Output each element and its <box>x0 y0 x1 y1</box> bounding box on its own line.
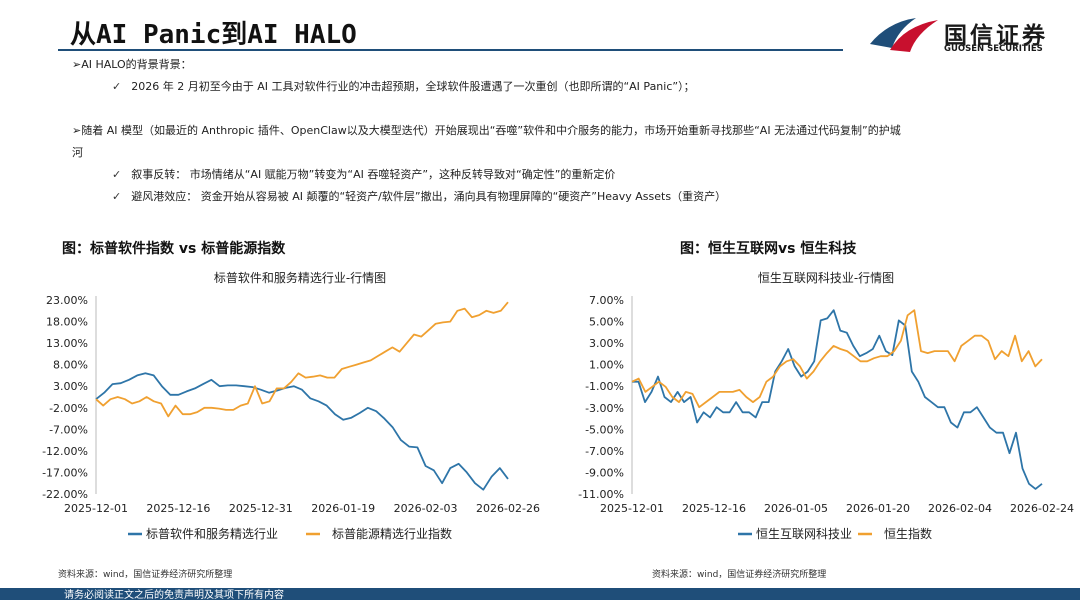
x-tick-label: 2025-12-16 <box>146 502 210 515</box>
y-tick-label: -3.00% <box>585 402 624 415</box>
x-tick-label: 2026-02-03 <box>394 502 458 515</box>
source-note-right: 资料来源：wind，国信证券经济研究所整理 <box>652 570 827 580</box>
series-line-2 <box>631 309 1043 409</box>
title-rule <box>58 49 843 51</box>
figure-caption-right: 图：恒生互联网vs 恒生科技 <box>680 241 857 257</box>
series-line-2 <box>95 301 509 418</box>
x-tick-label: 2025-12-16 <box>682 502 746 515</box>
y-tick-label: -7.00% <box>585 445 624 458</box>
y-tick-label: 13.00% <box>46 337 88 350</box>
x-tick-label: 2026-01-05 <box>764 502 828 515</box>
series-line-1 <box>632 309 1043 490</box>
bullet-item-1-text: 2026 年 2 月初至今由于 AI 工具对软件行业的冲击超预期，全球软件股遭遇… <box>131 80 695 93</box>
check-icon: ✓ <box>112 80 122 93</box>
y-tick-label: -7.00% <box>49 423 88 436</box>
bullet-item-2: ✓ 叙事反转： 市场情绪从“AI 赋能万物”转变为“AI 吞噬轻资产”，这种反转导… <box>112 167 615 183</box>
x-tick-label: 2025-12-01 <box>600 502 664 515</box>
footer-bar <box>0 588 1080 600</box>
y-tick-label: 3.00% <box>53 380 88 393</box>
brand-logo-icon <box>870 18 938 52</box>
x-tick-label: 2026-02-26 <box>476 502 540 515</box>
x-tick-label: 2026-02-24 <box>1010 502 1074 515</box>
y-tick-label: 23.00% <box>46 294 88 307</box>
check-icon: ✓ <box>112 168 122 181</box>
bullet-item-2-text: 叙事反转： 市场情绪从“AI 赋能万物”转变为“AI 吞噬轻资产”，这种反转导致… <box>131 168 616 181</box>
y-tick-label: -17.00% <box>42 466 88 479</box>
x-tick-label: 2025-12-31 <box>229 502 293 515</box>
legend-label-2: 标普能源精选行业指数 <box>332 526 452 541</box>
chart-left: 标普软件和服务精选行业-行情图 23.00% 18.00% 13.00% 8.00% 3.… <box>42 270 540 541</box>
y-tick-label: 7.00% <box>589 294 624 307</box>
chart-title: 恒生互联网科技业-行情图 <box>758 271 894 285</box>
y-tick-label: 8.00% <box>53 359 88 372</box>
page-title: 从AI Panic到AI HALO <box>70 20 357 50</box>
x-tick-label: 2026-01-20 <box>846 502 910 515</box>
chart-right: 恒生互联网科技业-行情图 7.00% 5.00% 3.00% 1.00% -1.00% -3… <box>578 271 1074 541</box>
y-tick-label: -2.00% <box>49 402 88 415</box>
y-tick-label: -5.00% <box>585 423 624 436</box>
y-tick-label: 1.00% <box>589 359 624 372</box>
brand-name: 国信证券 <box>944 23 1048 49</box>
bullet-heading-2: ➢随着 AI 模型（如最近的 Anthropic 插件、OpenClaw以及大模… <box>72 124 901 137</box>
source-note-left: 资料来源：wind，国信证券经济研究所整理 <box>58 570 233 580</box>
figure-caption-left: 图：标普软件指数 vs 标普能源指数 <box>62 241 286 257</box>
bullet-item-3: ✓ 避风港效应： 资金开始从容易被 AI 颠覆的“轻资产/软件层”撤出，涌向具有物… <box>112 189 726 205</box>
y-tick-label: -12.00% <box>42 445 88 458</box>
footer-disclaimer: 请务必阅读正文之后的免责声明及其项下所有内容 <box>64 590 284 601</box>
y-tick-label: -9.00% <box>585 466 624 479</box>
bullet-heading-2-cont: 河 <box>72 146 83 159</box>
y-tick-label: -11.00% <box>578 488 624 501</box>
y-tick-label: 3.00% <box>589 337 624 350</box>
y-tick-label: 5.00% <box>589 316 624 329</box>
legend-label-2: 恒生指数 <box>884 526 932 541</box>
y-tick-label: -1.00% <box>585 380 624 393</box>
x-tick-label: 2026-02-04 <box>928 502 992 515</box>
bullet-item-1: ✓ 2026 年 2 月初至今由于 AI 工具对软件行业的冲击超预期，全球软件股遭… <box>112 79 695 95</box>
brand-subtitle: GUOSEN SECURITIES <box>944 44 1043 54</box>
y-tick-label: -22.00% <box>42 488 88 501</box>
x-tick-label: 2026-01-19 <box>311 502 375 515</box>
y-tick-label: 18.00% <box>46 316 88 329</box>
bullet-heading-1: ➢AI HALO的背景背景： <box>72 58 192 71</box>
chart-title: 标普软件和服务精选行业-行情图 <box>214 270 386 285</box>
series-line-1 <box>95 372 509 491</box>
legend-label-1: 标普软件和服务精选行业 <box>146 526 278 541</box>
legend-label-1: 恒生互联网科技业 <box>756 527 852 541</box>
check-icon: ✓ <box>112 190 122 203</box>
x-tick-label: 2025-12-01 <box>64 502 128 515</box>
bullet-item-3-text: 避风港效应： 资金开始从容易被 AI 颠覆的“轻资产/软件层”撤出，涌向具有物理… <box>131 190 727 203</box>
